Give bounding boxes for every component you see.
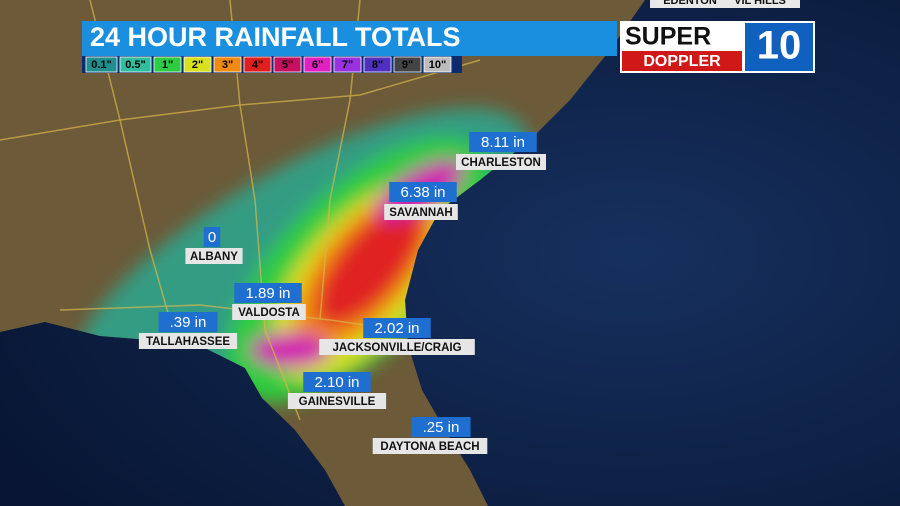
legend-swatch [183,56,212,73]
city-value: 1.89 in [245,285,290,302]
city-value-bg [469,132,537,152]
city-value-bg [234,283,302,303]
city-value-bg [303,372,371,392]
legend-swatch [363,56,392,73]
legend-label: 8" [372,59,383,71]
city-name-bg [319,339,475,355]
city-value-bg [411,417,471,437]
city-name-bg [287,393,387,409]
city-value-bg [158,312,218,332]
city-name: SAVANNAH [389,207,452,219]
city-name-bg [138,333,238,349]
logo-mark [745,23,813,71]
city-name-bg [456,154,546,170]
city-name-bg [372,438,488,454]
city-name: DAYTONA BEACH [380,441,479,453]
title: 24 HOUR RAINFALL TOTALS [90,22,461,52]
city-value: 2.02 in [374,320,419,337]
city-value-bg [389,182,457,202]
edge-label: VIL HILLS [734,0,786,7]
city-name-bg [232,304,306,320]
legend-label: 9" [402,59,413,71]
city-value-bg [363,318,431,338]
legend-label: 4" [252,59,263,71]
legend-swatch [213,56,242,73]
city-name: CHARLESTON [461,157,541,169]
logo-number: 10 [757,24,802,68]
logo-bottom: DOPPLER [643,53,721,70]
title-banner [82,21,617,56]
legend-swatch [273,56,302,73]
edge-label-bg [650,0,730,8]
legend-label: 10" [429,59,446,71]
legend-label: 0.1" [91,59,112,71]
legend-swatch [423,56,452,73]
legend-label: 7" [342,59,353,71]
city-value: .25 in [423,419,460,436]
city-name-bg [384,204,458,220]
logo-band [622,51,742,71]
city-name-bg [185,248,243,264]
city-value: 8.11 in [481,134,525,151]
city-name: VALDOSTA [238,307,300,319]
legend-label: 3" [222,59,233,71]
city-value: 0 [208,229,216,246]
city-value-bg [203,227,221,247]
city-name: JACKSONVILLE/CRAIG [332,342,461,354]
legend-swatch [119,56,152,73]
city-value: .39 in [170,314,207,331]
legend-label: 6" [312,59,323,71]
city-name: GAINESVILLE [299,396,376,408]
legend-swatch [333,56,362,73]
city-name: TALLAHASSEE [146,336,230,348]
edge-label: EDENTON [663,0,717,7]
city-value: 6.38 in [400,184,445,201]
edge-label-bg [720,0,800,8]
legend-swatch [393,56,422,73]
legend-swatch [243,56,272,73]
legend-label: 2" [192,59,203,71]
legend-label: 5" [282,59,293,71]
city-value: 2.10 in [314,374,359,391]
logo-top: SUPER [625,23,711,51]
legend-label: 0.5" [125,59,146,71]
legend-swatch [85,56,118,73]
legend-label: 1" [162,59,173,71]
legend-swatch [153,56,182,73]
legend-swatch [303,56,332,73]
city-name: ALBANY [190,251,238,263]
